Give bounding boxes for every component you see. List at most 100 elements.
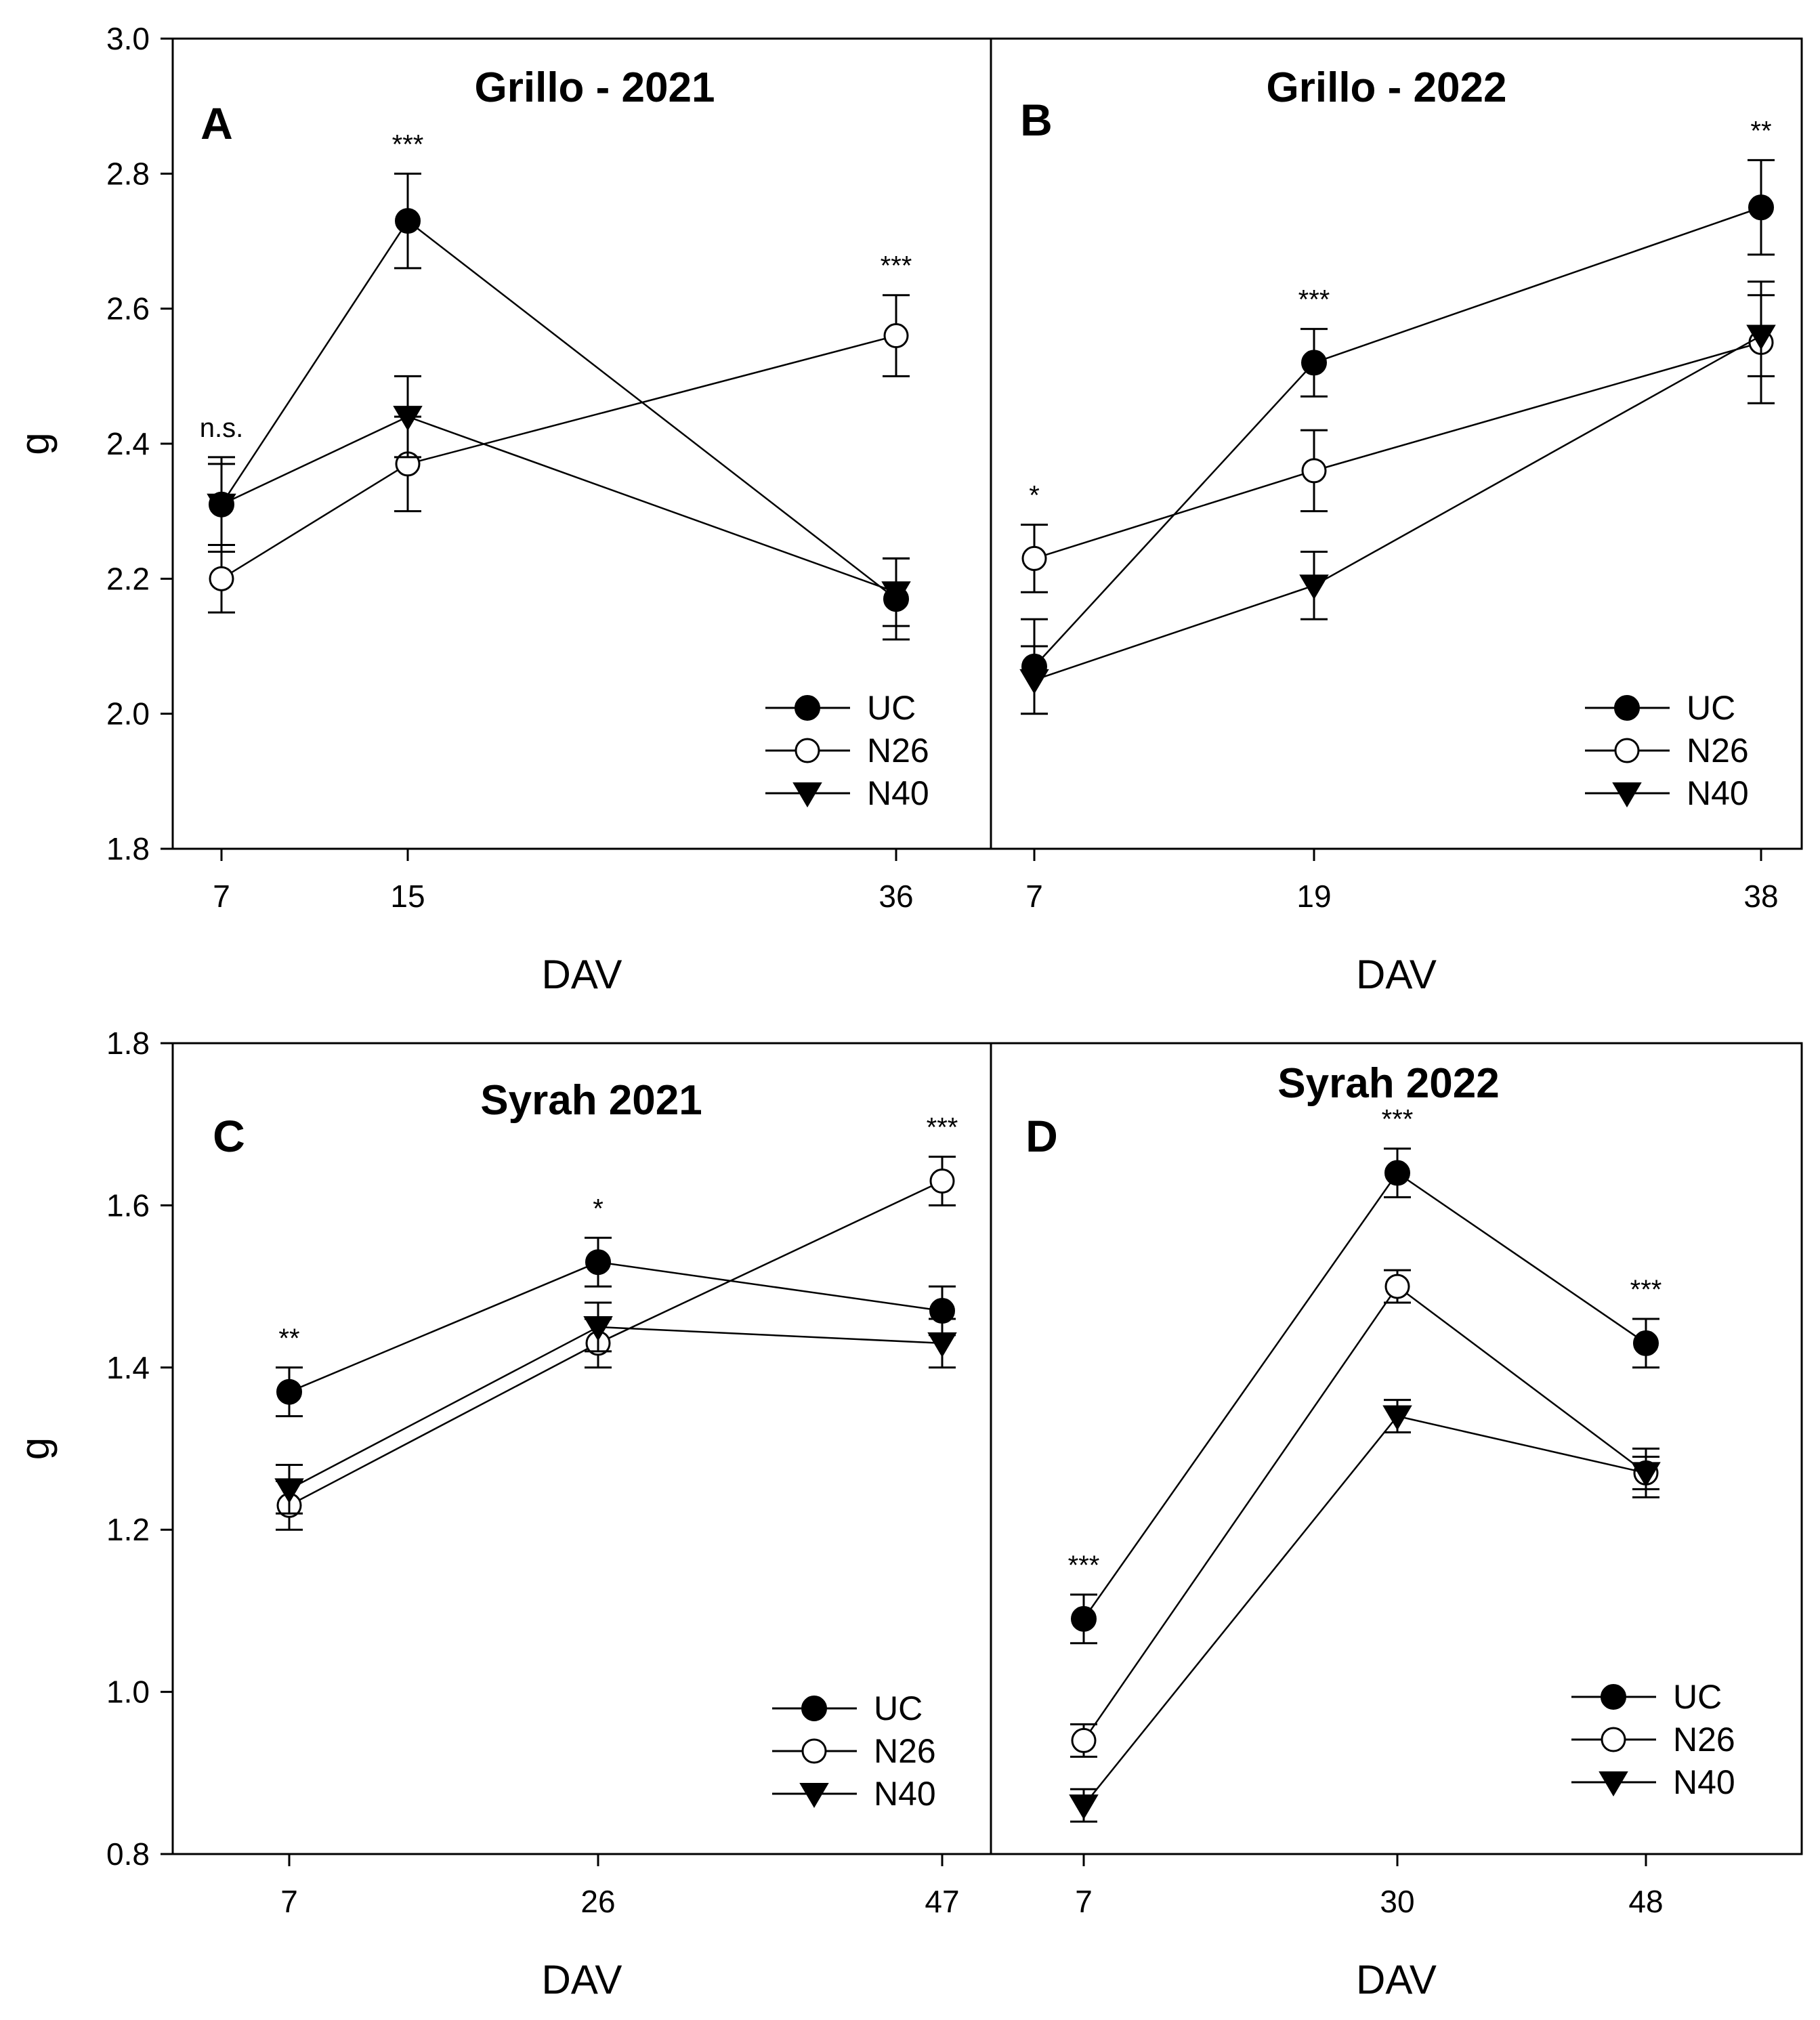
legend-marker <box>792 782 822 807</box>
panel-title: Syrah 2022 <box>1277 1060 1499 1107</box>
legend-label: UC <box>874 1689 923 1727</box>
y-tick-label: 1.8 <box>106 831 150 866</box>
data-point <box>1071 1727 1097 1753</box>
plot-frame <box>171 1042 992 1855</box>
legend-label: UC <box>1687 689 1735 727</box>
significance-label: * <box>1029 481 1040 511</box>
significance-label: *** <box>1068 1551 1100 1580</box>
y-tick-label: 1.2 <box>106 1512 150 1547</box>
y-tick-label: 2.4 <box>106 426 150 461</box>
y-tick-label: 1.0 <box>106 1675 150 1710</box>
data-point <box>1069 1794 1099 1820</box>
plot-frame <box>990 37 1803 850</box>
legend-label: N26 <box>1673 1721 1735 1759</box>
data-point <box>393 406 423 432</box>
legend-label: N40 <box>874 1775 936 1813</box>
series-uc <box>276 1236 956 1418</box>
panel-d: 7 30 48 DAV Syrah 2022 D *** *** *** UC N26 N40 <box>990 1042 1803 2002</box>
y-tick-label: 2.2 <box>106 561 150 596</box>
legend-marker <box>1601 1727 1626 1752</box>
series-segment <box>597 1261 943 1312</box>
legend-marker <box>1614 738 1640 763</box>
panel-letter: B <box>1020 95 1053 145</box>
significance-label: * <box>593 1194 604 1223</box>
y-axis-title: g <box>12 432 58 455</box>
data-point <box>1631 1462 1661 1488</box>
y-tick-label: 0.8 <box>106 1836 150 1872</box>
series-segment <box>1034 585 1315 681</box>
x-tick-label: 7 <box>213 879 230 914</box>
series-segment <box>221 463 408 580</box>
x-tick-label: 30 <box>1380 1884 1414 1919</box>
plot-frame <box>171 37 992 850</box>
data-point <box>1021 545 1047 571</box>
legend-marker <box>801 1738 827 1764</box>
series-uc <box>1070 1148 1659 1645</box>
series-n40 <box>1069 1399 1661 1823</box>
data-point <box>583 1316 613 1341</box>
data-point <box>207 493 236 519</box>
data-point <box>1299 574 1329 600</box>
series-segment <box>1313 335 1762 587</box>
series-segment <box>1313 206 1762 364</box>
series-segment <box>289 1326 599 1490</box>
x-tick-label: 19 <box>1296 879 1331 914</box>
data-point <box>209 566 234 591</box>
y-tick-label: 1.4 <box>106 1350 150 1385</box>
data-point <box>1382 1405 1412 1431</box>
legend: UC N26 N40 <box>765 689 929 812</box>
series-segment <box>1034 469 1315 560</box>
panel-a: 1.8 2.0 2.2 2.4 2.6 2.8 3.0 7 15 36 DAV g Grillo - 2… <box>12 21 992 997</box>
data-point <box>585 1249 611 1276</box>
legend-label: N26 <box>874 1732 936 1770</box>
legend: UC N26 N40 <box>772 1689 936 1813</box>
y-axis-title: g <box>12 1437 58 1460</box>
data-point <box>929 1168 955 1194</box>
panel-letter: D <box>1025 1111 1058 1161</box>
legend-marker <box>1601 1684 1626 1710</box>
legend-label: N40 <box>1687 774 1749 812</box>
series-segment <box>407 220 897 600</box>
data-point <box>927 1332 957 1358</box>
x-tick-label: 38 <box>1743 879 1778 914</box>
data-point <box>1746 324 1776 350</box>
x-axis-title: DAV <box>542 1957 622 2002</box>
legend: UC N26 N40 <box>1585 689 1749 812</box>
series-segment <box>1397 1286 1647 1474</box>
data-point <box>1071 1605 1097 1632</box>
data-point <box>881 581 911 607</box>
series-segment <box>407 415 897 593</box>
data-point <box>1748 194 1774 221</box>
x-tick-label: 36 <box>879 879 913 914</box>
x-axis-title: DAV <box>1356 1957 1437 2002</box>
panel-title: Grillo - 2022 <box>1267 64 1507 111</box>
significance-label: *** <box>1630 1275 1662 1305</box>
legend-marker <box>1614 695 1640 721</box>
series-segment <box>1082 1286 1399 1742</box>
series-segment <box>1083 1415 1398 1806</box>
y-tick-label: 1.8 <box>106 1026 150 1061</box>
y-tick-label: 2.0 <box>106 696 150 732</box>
data-point <box>1301 350 1327 376</box>
significance-label: *** <box>927 1113 958 1143</box>
significance-label: n.s. <box>200 413 243 443</box>
series-segment <box>221 416 408 505</box>
series-uc <box>208 172 910 641</box>
series-n26 <box>276 1156 956 1531</box>
series-uc <box>1021 159 1775 715</box>
legend-marker <box>1612 782 1642 807</box>
series-segment <box>407 335 897 465</box>
series-segment <box>289 1342 599 1507</box>
panel-title: Syrah 2021 <box>480 1077 702 1124</box>
series-segment <box>1397 1415 1647 1474</box>
data-point <box>1633 1330 1659 1356</box>
series-n40 <box>1019 294 1776 715</box>
significance-label: *** <box>1298 285 1330 315</box>
significance-label: ** <box>278 1324 299 1353</box>
legend-marker <box>795 738 820 763</box>
legend-label: N26 <box>1687 732 1749 770</box>
x-tick-label: 47 <box>925 1884 959 1919</box>
series-segment <box>1313 341 1762 472</box>
